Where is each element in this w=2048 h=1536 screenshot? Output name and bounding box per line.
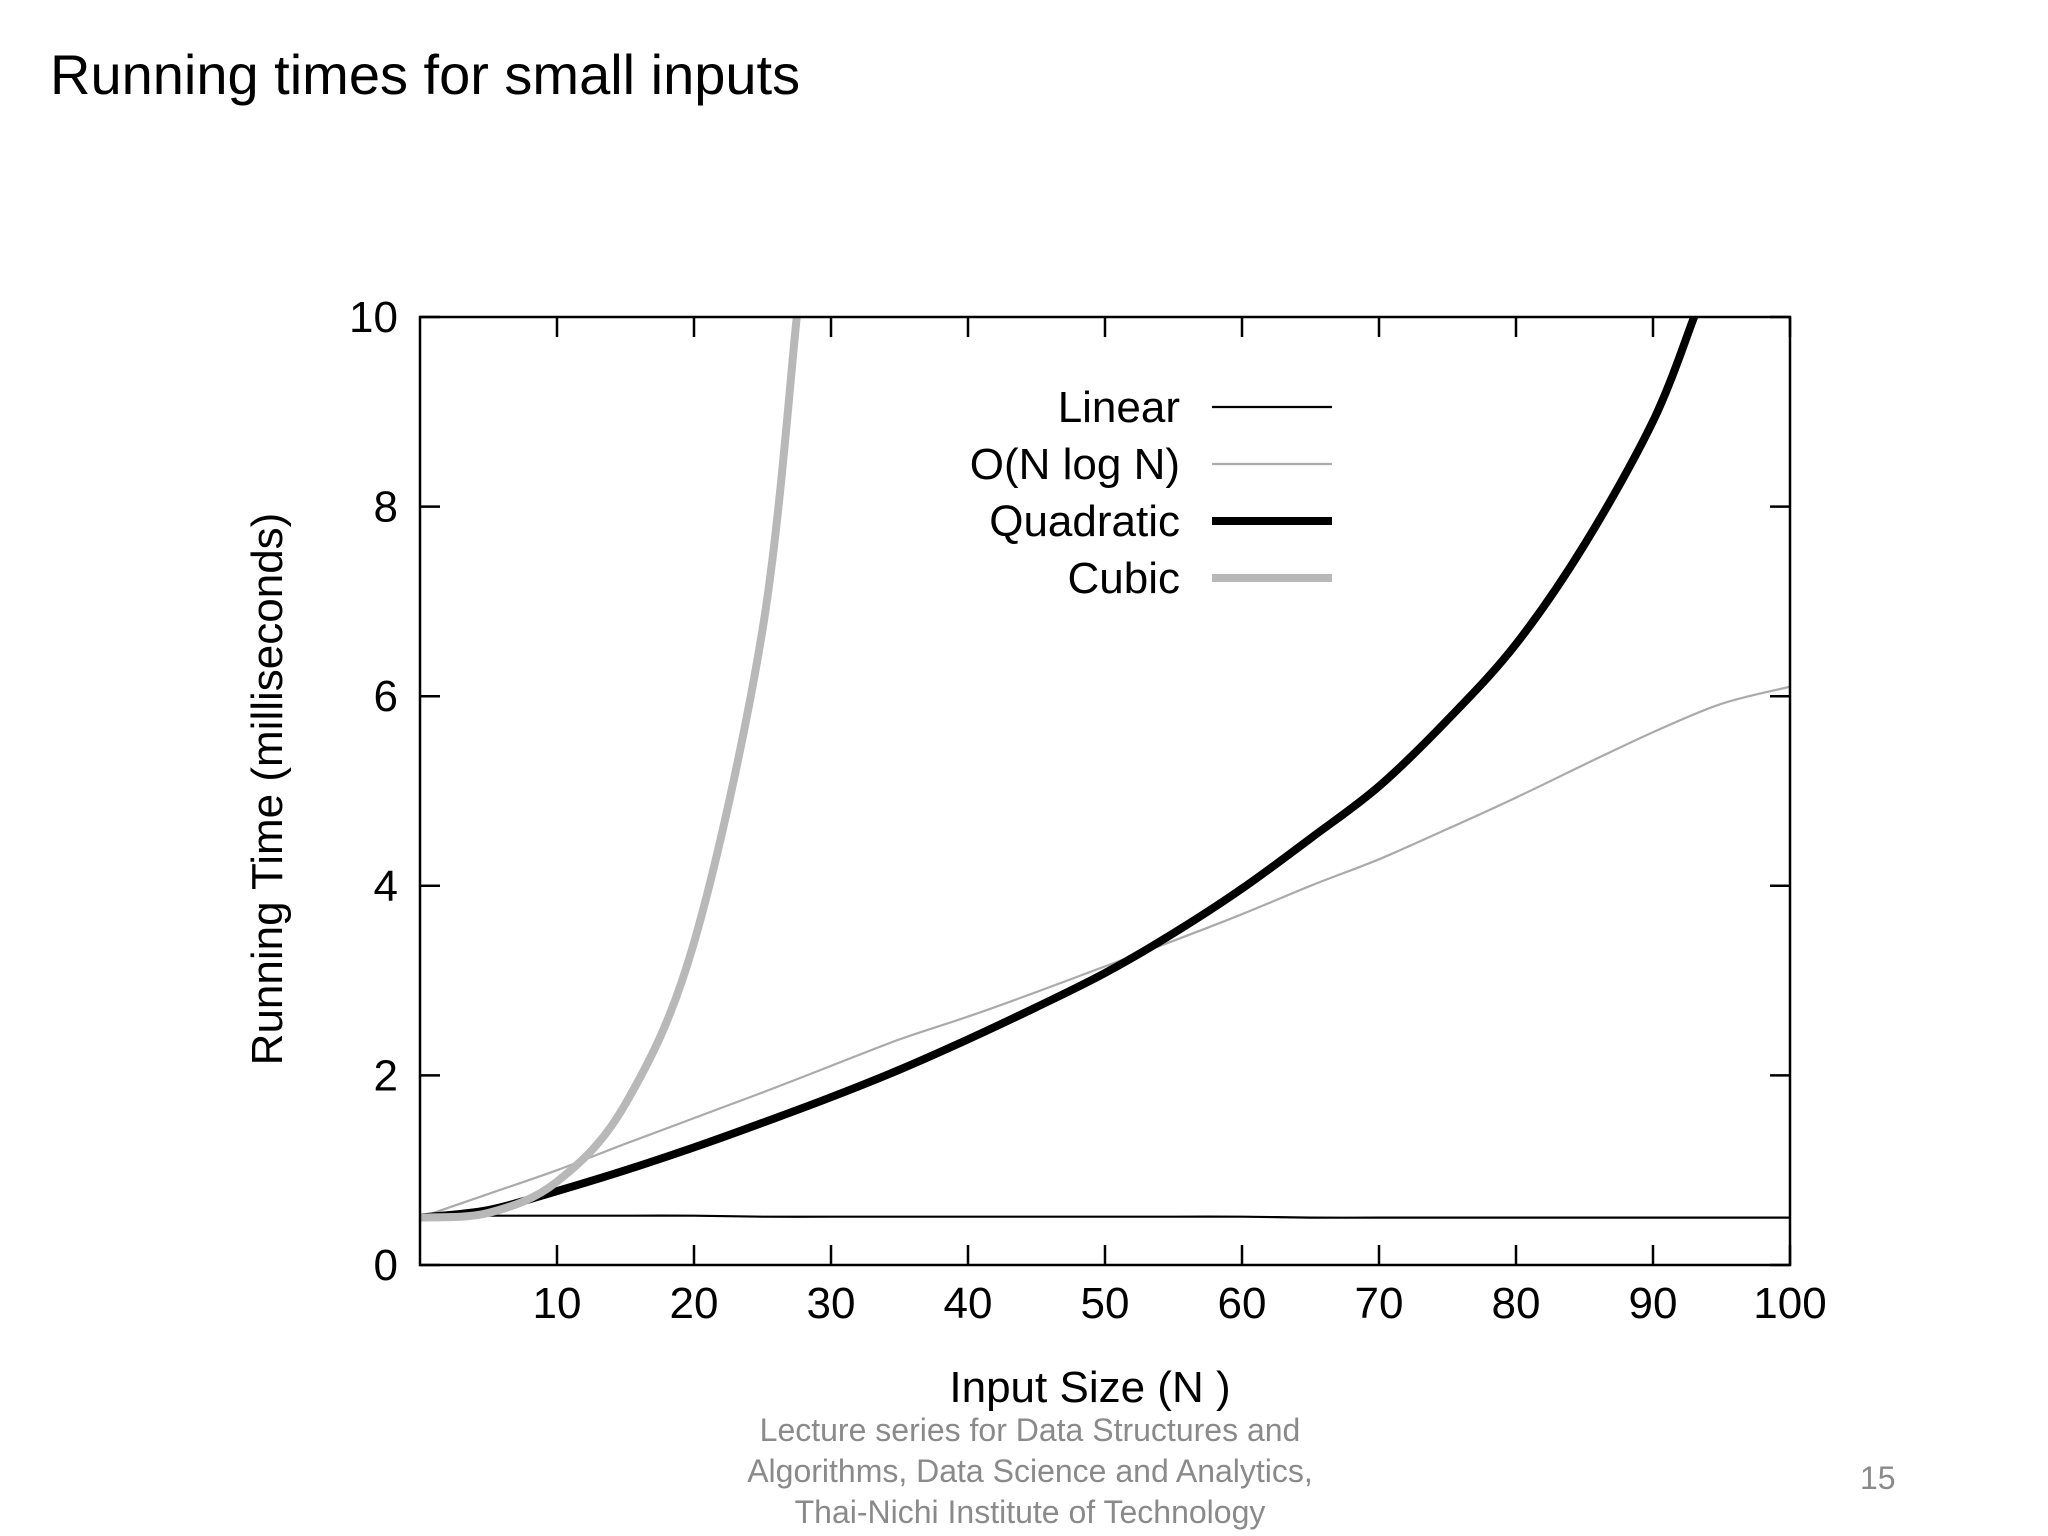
y-tick-label: 4: [374, 862, 398, 911]
y-tick-label: 8: [374, 483, 398, 532]
x-tick-label: 40: [944, 1279, 993, 1328]
page-number: 15: [1860, 1460, 1896, 1496]
y-axis-label: Running Time (milliseconds): [243, 513, 292, 1066]
y-tick-label: 10: [349, 293, 398, 342]
footer-credit: Lecture series for Data Structures and A…: [680, 1410, 1380, 1533]
x-tick-label: 70: [1355, 1279, 1404, 1328]
series-line-quadratic: [420, 317, 1699, 1222]
x-tick-label: 80: [1492, 1279, 1541, 1328]
legend-label-o-n-log-n: O(N log N): [970, 440, 1180, 489]
y-tick-label: 0: [374, 1241, 398, 1290]
footer-line-1: Lecture series for Data Structures and: [759, 1412, 1301, 1448]
legend: Linear O(N log N) Quadratic Cubic: [970, 383, 1332, 603]
series-line-linear: [420, 1214, 1790, 1219]
x-tick-label: 30: [807, 1279, 856, 1328]
x-tick-label: 20: [670, 1279, 719, 1328]
y-tick-label: 6: [374, 672, 398, 721]
legend-label-linear: Linear: [1058, 383, 1180, 432]
legend-label-quadratic: Quadratic: [989, 497, 1180, 546]
y-tick-label: 2: [374, 1051, 398, 1100]
series-layer: [420, 317, 1790, 1222]
series-line-cubic: [420, 317, 801, 1222]
axes-layer: 10 20 30 40 50 60 70 80 90 100 0 2 4 6 8 10 Input Size (…: [243, 293, 1827, 1412]
series-line-o-n-log-n: [420, 685, 1790, 1219]
footer-line-3: Thai-Nichi Institute of Technology: [794, 1494, 1266, 1530]
x-axis-label: Input Size (N ): [949, 1363, 1230, 1412]
footer-line-2: Algorithms, Data Science and Analytics,: [747, 1453, 1313, 1489]
x-tick-label: 60: [1218, 1279, 1267, 1328]
x-tick-label: 50: [1081, 1279, 1130, 1328]
x-tick-label: 10: [533, 1279, 582, 1328]
legend-label-cubic: Cubic: [1068, 554, 1181, 603]
x-tick-label: 90: [1629, 1279, 1678, 1328]
x-tick-label: 100: [1753, 1279, 1826, 1328]
slide-title: Running times for small inputs: [50, 43, 801, 106]
